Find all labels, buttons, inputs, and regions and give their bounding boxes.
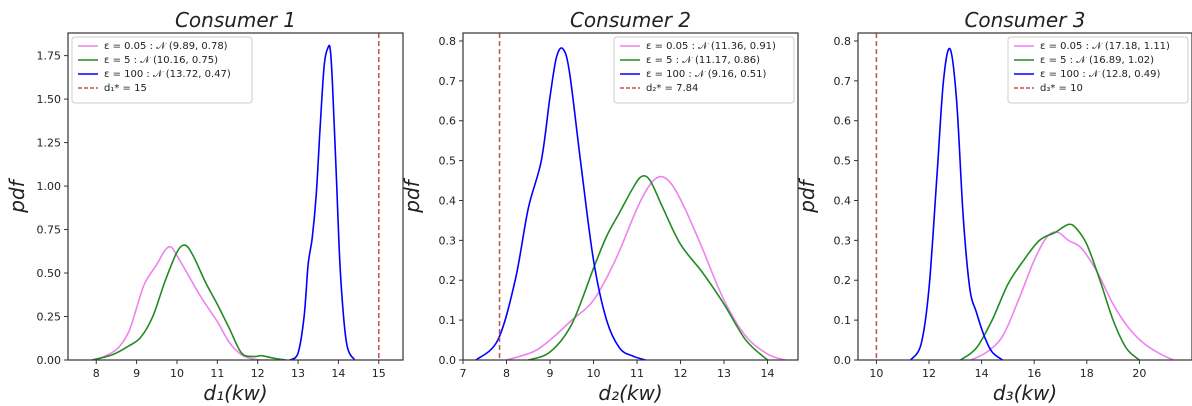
x-tick-label: 13 — [717, 367, 731, 380]
plot-area — [475, 33, 786, 360]
x-tick-label: 16 — [1027, 367, 1041, 380]
x-tick-label: 9 — [133, 367, 140, 380]
legend-box — [1007, 36, 1189, 104]
y-tick-label: 0.0 — [834, 354, 852, 367]
x-axis-label: d₃(kw) — [993, 381, 1057, 405]
x-tick-label: 12 — [674, 367, 688, 380]
y-tick-label: 0.5 — [834, 155, 852, 168]
legend-box — [71, 36, 253, 104]
legend-label: d₁* = 15 — [104, 83, 147, 94]
x-axis-label: d₂(kw) — [598, 381, 662, 405]
legend-label: ε = 5 : 𝒩 (11.17, 0.86) — [646, 55, 760, 66]
x-tick-label: 11 — [210, 367, 224, 380]
legend-box — [613, 36, 795, 104]
y-tick-label: 0.2 — [439, 274, 457, 287]
y-tick-label: 0.2 — [834, 274, 852, 287]
y-tick-label: 0.00 — [37, 354, 62, 367]
x-tick-label: 10 — [869, 367, 883, 380]
series-line-1 — [95, 245, 270, 360]
y-tick-label: 0.6 — [834, 115, 852, 128]
y-tick-label: 0.6 — [439, 115, 457, 128]
chart-title: Consumer 1 — [175, 8, 296, 32]
legend-label: ε = 100 : 𝒩 (9.16, 0.51) — [646, 69, 767, 80]
legend-label: ε = 0.05 : 𝒩 (11.36, 0.91) — [646, 41, 776, 52]
y-tick-label: 1.25 — [37, 137, 62, 150]
y-tick-label: 0.5 — [439, 155, 457, 168]
legend-label: ε = 5 : 𝒩 (10.16, 0.75) — [104, 55, 218, 66]
y-tick-label: 0.4 — [439, 194, 457, 207]
chart-title: Consumer 3 — [964, 8, 1085, 32]
legend-label: d₃* = 10 — [1040, 83, 1083, 94]
x-tick-label: 12 — [922, 367, 936, 380]
y-tick-label: 0.25 — [37, 311, 62, 324]
legend-label: ε = 100 : 𝒩 (12.8, 0.49) — [1040, 69, 1161, 80]
series-line-1 — [506, 175, 786, 360]
plot-area — [875, 33, 1174, 360]
x-tick-label: 14 — [761, 367, 775, 380]
y-tick-label: 0.7 — [439, 75, 457, 88]
legend: ε = 0.05 : 𝒩 (9.89, 0.78) ε = 5 : 𝒩 (10.1… — [71, 36, 253, 104]
chart-panel-2: Consumer 2 0.0 0.1 0.2 0.3 0.4 0.5 0.6 0.7 0.8 7 8 9… — [400, 8, 799, 405]
x-tick-label: 18 — [1080, 367, 1094, 380]
y-axis-label: pdf — [5, 177, 29, 213]
y-axis-label: pdf — [795, 177, 819, 213]
plot-frame — [857, 32, 1192, 361]
y-tick-label: 1.00 — [37, 180, 62, 193]
y-tick-label: 0.7 — [834, 75, 852, 88]
legend-label: d₂* = 7.84 — [646, 83, 698, 94]
legend-label: ε = 0.05 : 𝒩 (17.18, 1.11) — [1040, 41, 1170, 52]
series-line-2 — [527, 175, 769, 360]
y-tick-label: 1.50 — [37, 93, 62, 106]
x-tick-label: 15 — [372, 367, 386, 380]
series-line-3 — [909, 47, 1004, 360]
series-line-3 — [475, 47, 646, 360]
x-tick-label: 13 — [291, 367, 305, 380]
series-line-2 — [92, 244, 287, 360]
series-line-3 — [289, 44, 356, 360]
chart-title: Consumer 2 — [570, 8, 691, 32]
y-tick-label: 0.3 — [834, 234, 852, 247]
legend: ε = 0.05 : 𝒩 (17.18, 1.11) ε = 5 : 𝒩 (16.… — [1007, 36, 1189, 104]
y-tick-label: 0.75 — [37, 224, 62, 237]
series-line-1 — [970, 231, 1174, 360]
y-tick-label: 0.4 — [834, 194, 852, 207]
x-tick-label: 8 — [503, 367, 510, 380]
legend: ε = 0.05 : 𝒩 (11.36, 0.91) ε = 5 : 𝒩 (11.… — [613, 36, 795, 104]
y-tick-label: 0.1 — [439, 314, 457, 327]
x-tick-label: 9 — [547, 367, 554, 380]
x-tick-label: 14 — [331, 367, 345, 380]
y-tick-label: 0.50 — [37, 267, 62, 280]
x-tick-label: 10 — [587, 367, 601, 380]
chart-panel-1: Consumer 1 0.00 0.25 0.50 0.75 1.00 1.25 1.50 1.… — [5, 8, 404, 405]
y-tick-label: 0.8 — [834, 35, 852, 48]
y-tick-label: 0.8 — [439, 35, 457, 48]
series-line-2 — [960, 223, 1140, 360]
y-tick-label: 0.1 — [834, 314, 852, 327]
x-axis-label: d₁(kw) — [203, 381, 267, 405]
plot-area — [92, 33, 380, 360]
x-tick-label: 8 — [93, 367, 100, 380]
legend-label: ε = 0.05 : 𝒩 (9.89, 0.78) — [104, 41, 228, 52]
y-tick-label: 0.3 — [439, 234, 457, 247]
y-axis-label: pdf — [400, 177, 424, 213]
x-tick-label: 7 — [460, 367, 467, 380]
y-tick-label: 0.0 — [439, 354, 457, 367]
x-tick-label: 10 — [170, 367, 184, 380]
x-tick-label: 11 — [630, 367, 644, 380]
x-tick-label: 14 — [975, 367, 989, 380]
plot-frame — [67, 32, 404, 361]
y-tick-label: 1.75 — [37, 50, 62, 63]
legend-label: ε = 5 : 𝒩 (16.89, 1.02) — [1040, 55, 1154, 66]
legend-label: ε = 100 : 𝒩 (13.72, 0.47) — [104, 69, 231, 80]
x-tick-label: 20 — [1132, 367, 1146, 380]
chart-panel-3: Consumer 3 0.0 0.1 0.2 0.3 0.4 0.5 0.6 0.7 0.8 10 1… — [795, 8, 1192, 405]
x-tick-label: 12 — [251, 367, 265, 380]
plot-frame — [462, 32, 799, 361]
